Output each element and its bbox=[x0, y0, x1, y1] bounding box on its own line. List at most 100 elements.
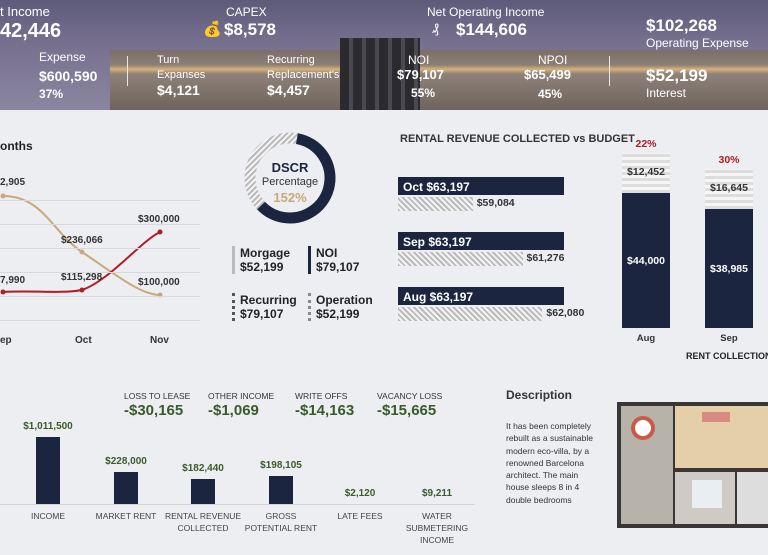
line-chart-title: onths bbox=[0, 139, 33, 153]
noi-total-label: Net Operating Income bbox=[427, 5, 545, 19]
data-point bbox=[0, 193, 6, 199]
legend-noi: NOI $79,107 bbox=[308, 246, 359, 274]
x-tick: INCOME bbox=[31, 511, 65, 521]
top-label: $12,452 bbox=[627, 166, 665, 178]
pct-label: 22% bbox=[635, 138, 657, 150]
collected-label: $61,276 bbox=[526, 252, 565, 264]
legend-recurring: Recurring $79,107 bbox=[232, 293, 297, 321]
point-label: 2,905 bbox=[0, 177, 26, 188]
legend-operation: Operation $52,199 bbox=[308, 293, 373, 321]
x-tick: Aug bbox=[636, 333, 656, 344]
noi-pct: 55% bbox=[411, 86, 436, 100]
value-label: $2,120 bbox=[344, 488, 376, 499]
description-text: It has been completely rebuilt as a sust… bbox=[506, 421, 593, 505]
kpi-label: WRITE OFFS bbox=[295, 391, 348, 401]
operating-expense-value: $102,268 bbox=[646, 16, 717, 35]
gridline bbox=[0, 320, 200, 321]
collected-bar bbox=[398, 307, 543, 321]
outstanding-bar bbox=[705, 169, 753, 209]
hand-coins-icon: ₰ bbox=[432, 21, 439, 36]
x-tick: Oct bbox=[75, 335, 92, 346]
dscr-donut bbox=[244, 132, 336, 224]
net-income-label: t Income bbox=[0, 4, 50, 19]
gridline bbox=[0, 296, 200, 297]
operating-expense-label: Operating Expense bbox=[646, 36, 749, 50]
budget-bar: Aug $63,197 bbox=[398, 287, 564, 305]
budget-bar: Oct $63,197 bbox=[398, 177, 564, 195]
fence-image bbox=[340, 38, 420, 110]
expense-label: Expense bbox=[39, 50, 86, 64]
gridline bbox=[0, 248, 200, 249]
point-label: $236,066 bbox=[61, 235, 103, 246]
bar bbox=[269, 476, 293, 504]
point-label: 7,990 bbox=[0, 275, 26, 286]
point-label: $115,298 bbox=[61, 272, 103, 283]
value-label: $9,211 bbox=[421, 488, 453, 499]
kpi-value: -$14,163 bbox=[295, 402, 355, 419]
data-point bbox=[79, 287, 85, 293]
kpi-value: -$30,165 bbox=[124, 402, 184, 419]
x-tick: Nov bbox=[150, 335, 169, 346]
x-tick: LATE FEES bbox=[337, 511, 383, 521]
collected-label: $59,084 bbox=[476, 197, 515, 209]
collected-bar bbox=[622, 193, 670, 328]
data-point bbox=[157, 229, 163, 235]
money-bag-icon: 💰 bbox=[203, 21, 222, 38]
baseline bbox=[0, 504, 475, 505]
value-label: $44,000 bbox=[627, 254, 665, 267]
expense-value: $600,590 bbox=[39, 68, 98, 84]
bar bbox=[114, 472, 138, 504]
capex-value: $8,578 bbox=[224, 20, 276, 39]
x-tick: ep bbox=[0, 335, 12, 346]
value-label: $198,105 bbox=[260, 460, 302, 472]
recurring-label: Recurring Replacement's bbox=[267, 54, 340, 81]
bar bbox=[191, 478, 215, 504]
data-point bbox=[0, 289, 6, 295]
collected-label: $62,080 bbox=[546, 307, 585, 319]
x-tick: RENTAL REVENUE COLLECTED bbox=[164, 511, 242, 533]
kpi-label: VACANCY LOSS bbox=[377, 391, 443, 401]
interest-value: $52,199 bbox=[646, 66, 708, 85]
point-label: $100,000 bbox=[138, 277, 180, 288]
pct-label: 30% bbox=[718, 154, 740, 166]
floor-plan-image bbox=[617, 402, 768, 528]
value-label: $1,011,500 bbox=[23, 421, 73, 432]
outstanding-bar bbox=[622, 153, 670, 193]
interest-label: Interest bbox=[646, 86, 687, 100]
recurring-value: $4,457 bbox=[267, 82, 310, 98]
kpi-label: OTHER INCOME bbox=[208, 391, 275, 401]
gridline bbox=[0, 272, 200, 273]
npoi-pct: 45% bbox=[538, 87, 563, 101]
npoi-label: NPOI bbox=[538, 53, 568, 67]
kpi-label: LOSS TO LEASE bbox=[124, 391, 191, 401]
value-label: $228,000 bbox=[105, 456, 147, 468]
top-label: $16,645 bbox=[710, 182, 748, 194]
x-tick: MARKET RENT bbox=[95, 511, 157, 521]
budget-bar: Sep $63,197 bbox=[398, 232, 564, 250]
revenue-budget-title: RENTAL REVENUE COLLECTED vs BUDGET bbox=[400, 133, 635, 145]
turn-label: Turn Expanses bbox=[157, 54, 206, 81]
data-point bbox=[79, 249, 85, 255]
collected-bar bbox=[398, 252, 523, 266]
turn-value: $4,121 bbox=[157, 82, 200, 98]
gridline bbox=[0, 200, 200, 201]
capex-label: CAPEX bbox=[226, 5, 267, 19]
x-tick: Sep bbox=[720, 333, 738, 344]
stone-wall-image bbox=[110, 50, 768, 110]
x-tick: WATER SUBMETERING INCOME bbox=[405, 511, 469, 545]
dscr-title: DSCR bbox=[271, 160, 309, 175]
value-label: $182,440 bbox=[182, 462, 224, 474]
rent-collection-title: RENT COLLECTION bbox=[686, 351, 768, 361]
kpi-value: -$1,069 bbox=[208, 402, 259, 419]
expense-pct: 37% bbox=[39, 87, 64, 101]
description-title: Description bbox=[506, 388, 573, 402]
net-income-value: 42,446 bbox=[0, 20, 62, 42]
npoi-value: $65,499 bbox=[524, 67, 571, 82]
bar bbox=[36, 437, 60, 504]
legend-morgage: Morgage $52,199 bbox=[232, 246, 290, 274]
noi-total-value: $144,606 bbox=[456, 20, 527, 39]
collected-bar bbox=[398, 197, 473, 211]
dscr-subtitle: Percentage bbox=[261, 176, 319, 188]
gridline bbox=[0, 224, 200, 225]
header-banner: t Income 42,446 CAPEX 💰 $8,578 Net Opera… bbox=[0, 0, 768, 110]
